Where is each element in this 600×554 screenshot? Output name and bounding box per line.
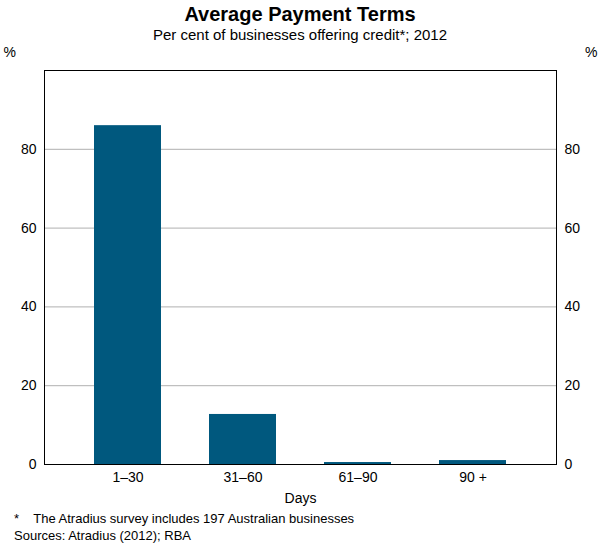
svg-text:90 +: 90 + <box>459 469 487 485</box>
svg-text:20: 20 <box>21 377 37 393</box>
html-text:Per cent of businesses offerin: Per cent of businesses offering credit*;… <box>153 26 447 43</box>
svg-text:60: 60 <box>21 220 37 236</box>
svg-text:40: 40 <box>565 298 581 314</box>
svg-text:80: 80 <box>21 141 37 157</box>
html-text:Sources: Atradius (2012); RBA: Sources: Atradius (2012); RBA <box>14 528 191 543</box>
svg-text:%: % <box>4 44 16 60</box>
html-text:* The Atradius survey includes: * The Atradius survey includes 197 Austr… <box>14 511 355 526</box>
svg-text:0: 0 <box>29 456 37 472</box>
svg-text:0: 0 <box>565 456 573 472</box>
svg-text:1–30: 1–30 <box>112 469 143 485</box>
html-text:Average Payment Terms: Average Payment Terms <box>184 3 416 25</box>
svg-text:61–90: 61–90 <box>339 469 378 485</box>
svg-text:60: 60 <box>565 220 581 236</box>
svg-text:40: 40 <box>21 298 37 314</box>
svg-text:20: 20 <box>565 377 581 393</box>
svg-text:80: 80 <box>565 141 581 157</box>
svg-text:Days: Days <box>285 490 317 506</box>
svg-text:31–60: 31–60 <box>224 469 263 485</box>
svg-text:%: % <box>585 44 597 60</box>
